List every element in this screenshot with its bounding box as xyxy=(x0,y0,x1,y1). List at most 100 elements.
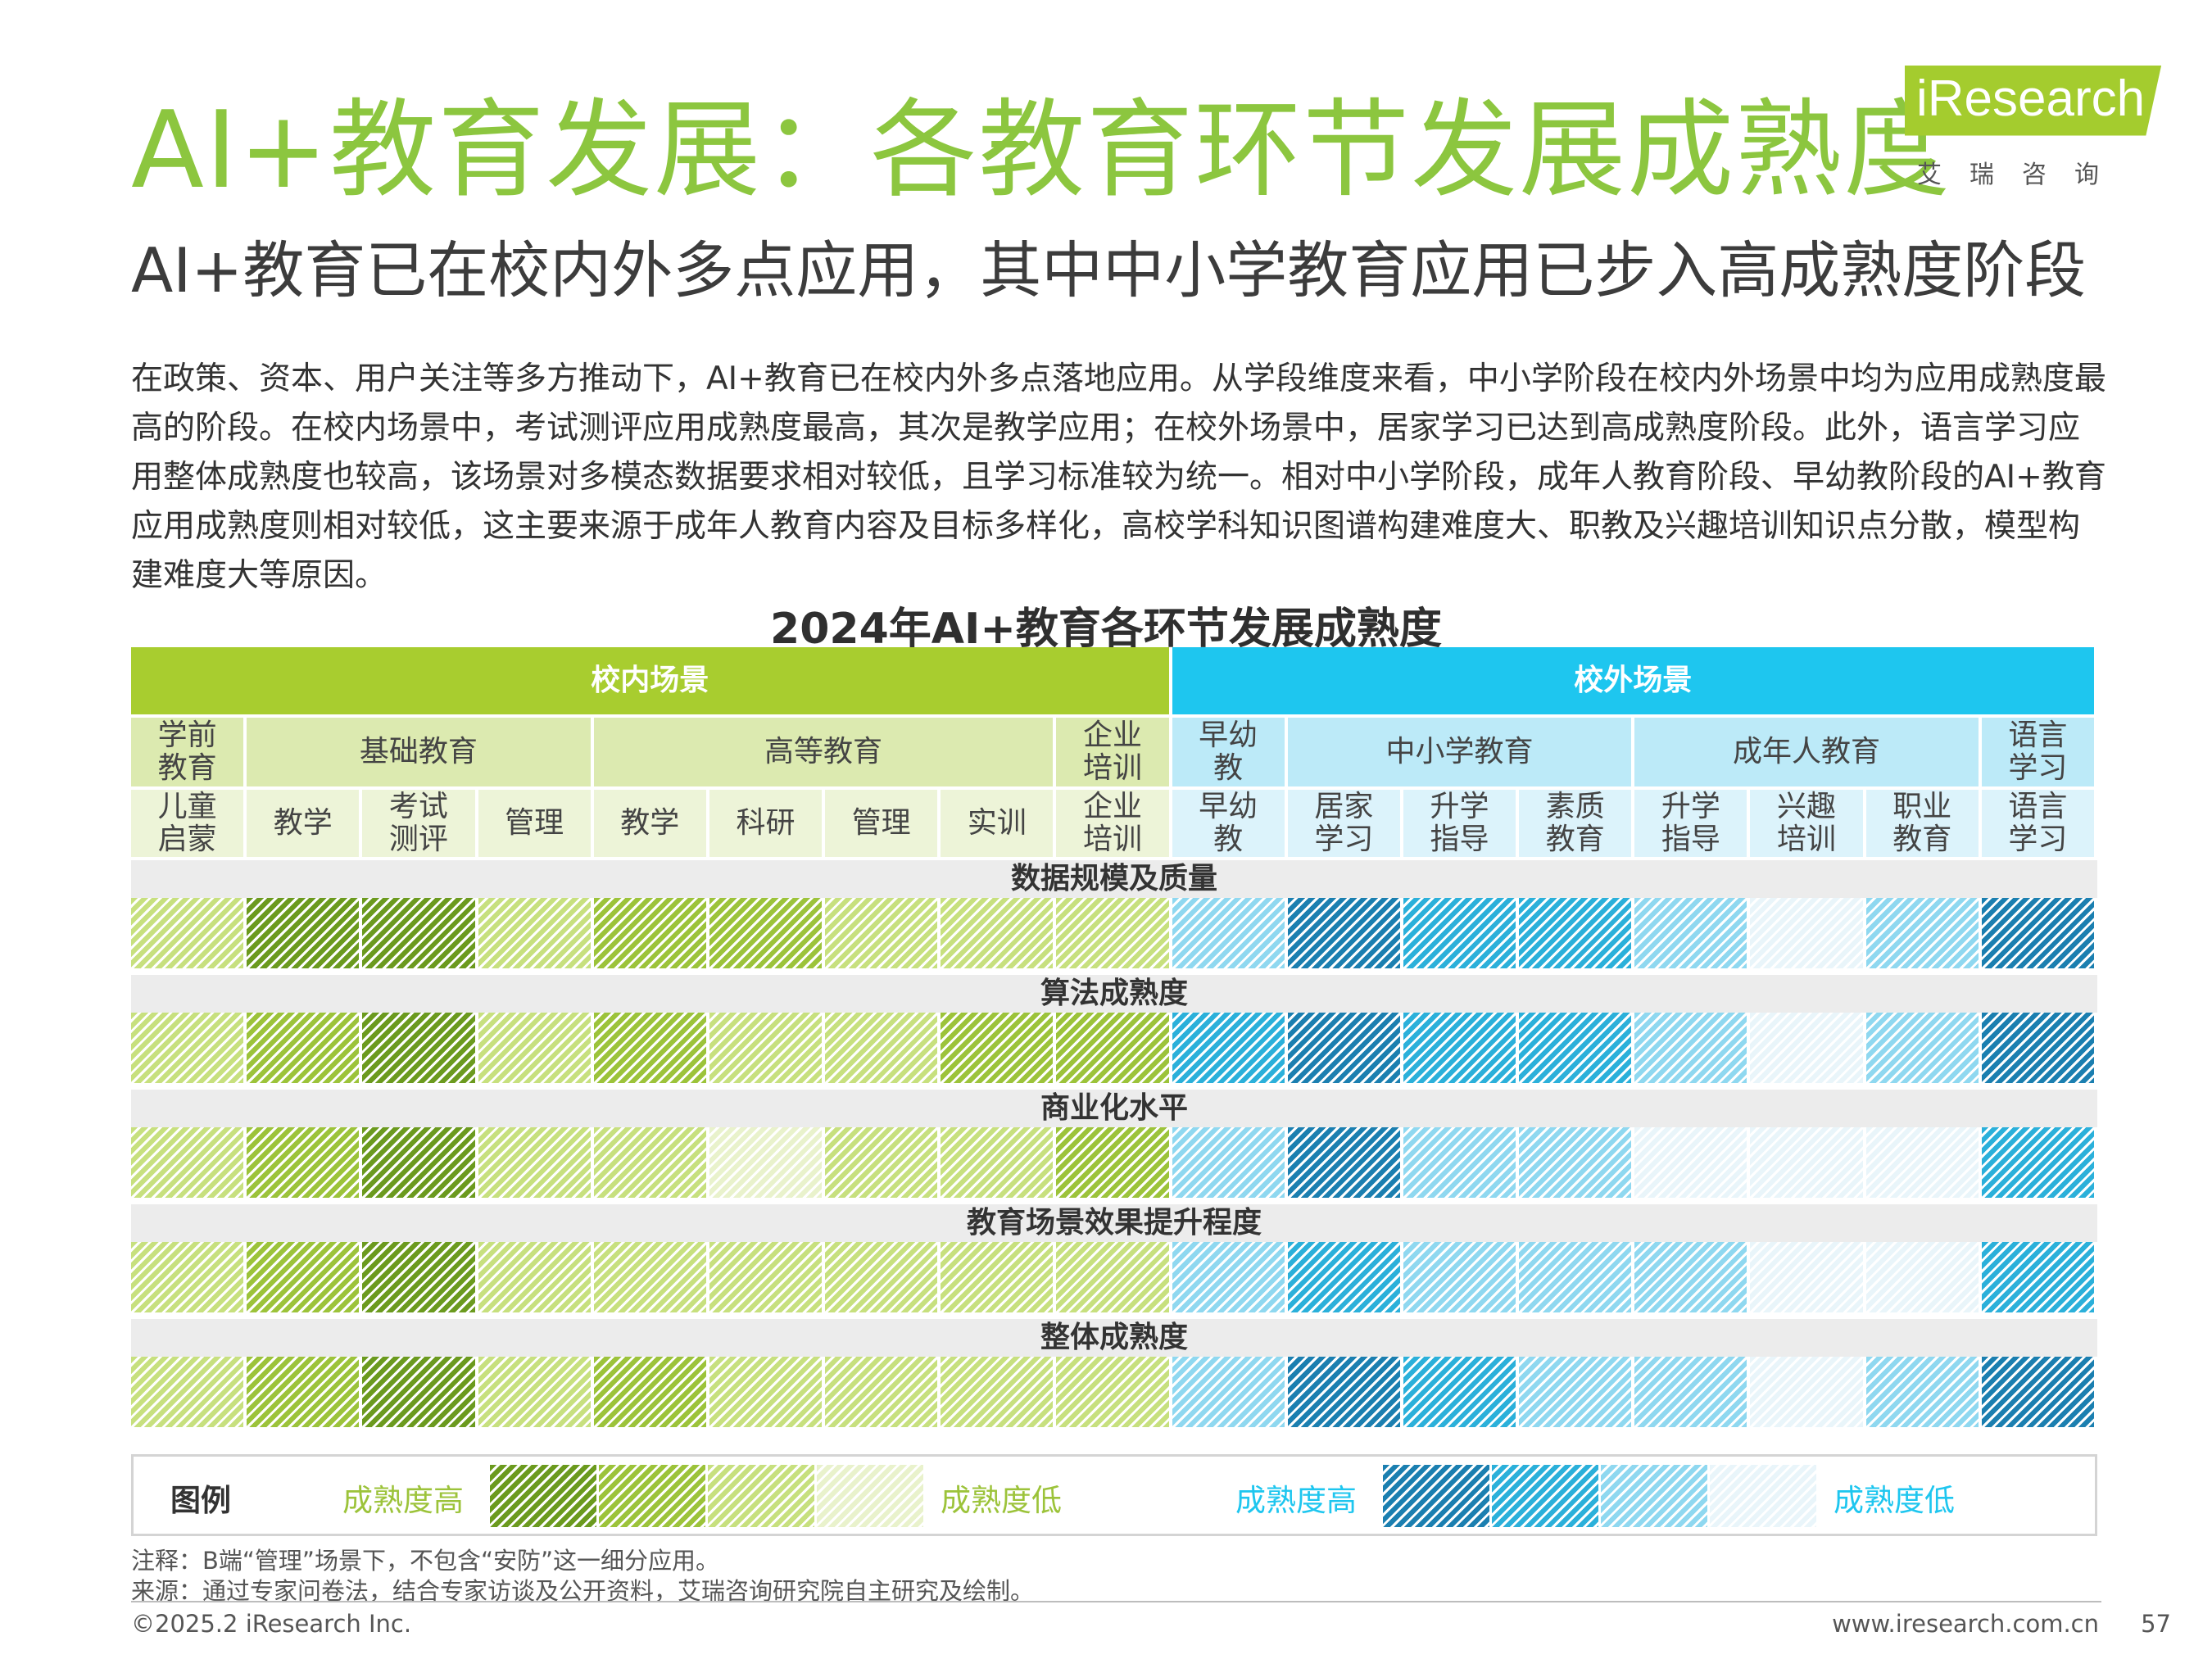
maturity-cell xyxy=(1750,1127,1866,1201)
maturity-cell xyxy=(709,898,826,972)
maturity-cell xyxy=(709,1013,826,1086)
logo-wordmark: iResearch xyxy=(1905,66,2162,136)
maturity-cell xyxy=(1056,1357,1172,1430)
maturity-cell xyxy=(478,1127,594,1201)
maturity-cell xyxy=(1634,1127,1751,1201)
intro-paragraph: 在政策、资本、用户关注等多方推动下，AI+教育已在校内外多点落地应用。从学段维度… xyxy=(131,360,2106,594)
column-header: 职业 教育 xyxy=(1865,790,1979,857)
stage-header: 早幼 教 xyxy=(1172,718,1285,786)
maturity-cell xyxy=(131,1357,247,1430)
row-title: 算法成熟度 xyxy=(131,975,2097,1013)
maturity-cell xyxy=(1981,1242,2097,1316)
maturity-cell xyxy=(1172,1357,1288,1430)
maturity-cell xyxy=(1865,1242,1982,1316)
maturity-cell xyxy=(1750,1242,1866,1316)
maturity-cell xyxy=(247,898,363,972)
maturity-cell xyxy=(825,1242,941,1316)
column-header: 管理 xyxy=(478,790,591,857)
maturity-cell xyxy=(1519,1013,1635,1086)
maturity-cell xyxy=(1172,1127,1288,1201)
column-header: 实训 xyxy=(941,790,1054,857)
maturity-cell xyxy=(1172,898,1288,972)
stage-header: 企业 培训 xyxy=(1056,718,1169,786)
stage-header: 高等教育 xyxy=(593,718,1054,786)
maturity-cell xyxy=(825,1013,941,1086)
legend-green-high: 成熟度高 xyxy=(342,1483,464,1518)
maturity-cell xyxy=(1634,1357,1751,1430)
maturity-cell xyxy=(1519,1357,1635,1430)
maturity-cell xyxy=(1403,1357,1520,1430)
legend-green-swatch-1 xyxy=(490,1465,596,1527)
maturity-cell xyxy=(131,898,247,972)
maturity-cell xyxy=(1519,898,1635,972)
stage-header: 基础教育 xyxy=(247,718,591,786)
maturity-cell xyxy=(1750,1013,1866,1086)
maturity-cell xyxy=(1634,898,1751,972)
scene-header: 校内场景 xyxy=(131,647,1169,714)
maturity-cell xyxy=(131,1242,247,1316)
row-title: 数据规模及质量 xyxy=(131,860,2097,898)
maturity-cell xyxy=(593,1242,709,1316)
maturity-cell xyxy=(1287,1357,1403,1430)
maturity-cell xyxy=(1403,1013,1520,1086)
maturity-cell xyxy=(1403,1242,1520,1316)
maturity-cell xyxy=(825,898,941,972)
stage-header: 语言 学习 xyxy=(1981,718,2094,786)
logo-chinese: 艾瑞咨询 xyxy=(1917,161,2127,189)
maturity-cell xyxy=(1865,1127,1982,1201)
iresearch-logo: iResearch 艾瑞咨询 xyxy=(1905,66,2167,205)
maturity-cell xyxy=(362,1127,478,1201)
maturity-cell xyxy=(478,1013,594,1086)
column-header: 教学 xyxy=(247,790,360,857)
maturity-cell xyxy=(593,1127,709,1201)
maturity-cell xyxy=(362,1242,478,1316)
row-title: 商业化水平 xyxy=(131,1090,2097,1127)
maturity-cell xyxy=(1287,1127,1403,1201)
column-header: 儿童 启蒙 xyxy=(131,790,244,857)
column-header: 考试 测评 xyxy=(362,790,475,857)
scene-header: 校外场景 xyxy=(1172,647,2094,714)
maturity-cell xyxy=(1865,1013,1982,1086)
maturity-cell xyxy=(593,1013,709,1086)
maturity-cell xyxy=(1519,1127,1635,1201)
maturity-cell xyxy=(1172,1242,1288,1316)
page-subtitle: AI+教育已在校内外多点应用，其中中小学教育应用已步入高成熟度阶段 xyxy=(131,234,2087,306)
column-header: 管理 xyxy=(825,790,938,857)
maturity-cell xyxy=(709,1127,826,1201)
maturity-cell xyxy=(1403,1127,1520,1201)
legend-blue-high: 成熟度高 xyxy=(1235,1483,1357,1518)
maturity-cell xyxy=(1403,898,1520,972)
stage-header: 学前 教育 xyxy=(131,718,244,786)
chart-title: 2024年AI+教育各环节发展成熟度 xyxy=(770,605,1442,654)
maturity-cell xyxy=(1056,1242,1172,1316)
column-header: 居家 学习 xyxy=(1287,790,1400,857)
column-header: 科研 xyxy=(709,790,823,857)
maturity-cell xyxy=(247,1242,363,1316)
legend-title: 图例 xyxy=(170,1483,231,1518)
maturity-cell xyxy=(1981,898,2097,972)
maturity-cell xyxy=(825,1127,941,1201)
legend-green-low: 成熟度低 xyxy=(941,1483,1062,1518)
maturity-cell xyxy=(1056,1013,1172,1086)
footer-divider xyxy=(131,1601,2101,1602)
maturity-cell xyxy=(941,1242,1057,1316)
maturity-cell xyxy=(362,898,478,972)
maturity-cell xyxy=(131,1127,247,1201)
maturity-cell xyxy=(941,1357,1057,1430)
maturity-cell xyxy=(941,1013,1057,1086)
row-title: 整体成熟度 xyxy=(131,1319,2097,1357)
maturity-cell xyxy=(1981,1127,2097,1201)
copyright: ©2025.2 iResearch Inc. xyxy=(131,1610,412,1638)
page-number: 57 xyxy=(2141,1610,2171,1638)
maturity-matrix: 校内场景 校外场景 学前 教育 基础教育 高等教育 企业 培训 早幼 教中小学教育 成年人教育… xyxy=(131,647,2097,1434)
maturity-cell xyxy=(247,1127,363,1201)
maturity-cell xyxy=(825,1357,941,1430)
legend-green-swatch-3 xyxy=(708,1465,814,1527)
maturity-cell xyxy=(478,1242,594,1316)
maturity-cell xyxy=(1865,1357,1982,1430)
note-text: 注释：B端“管理”场景下，不包含“安防”这一细分应用。 xyxy=(131,1547,719,1575)
maturity-cell xyxy=(1172,1013,1288,1086)
maturity-cell xyxy=(478,1357,594,1430)
legend-blue-low: 成熟度低 xyxy=(1834,1483,1955,1518)
maturity-cell xyxy=(362,1357,478,1430)
